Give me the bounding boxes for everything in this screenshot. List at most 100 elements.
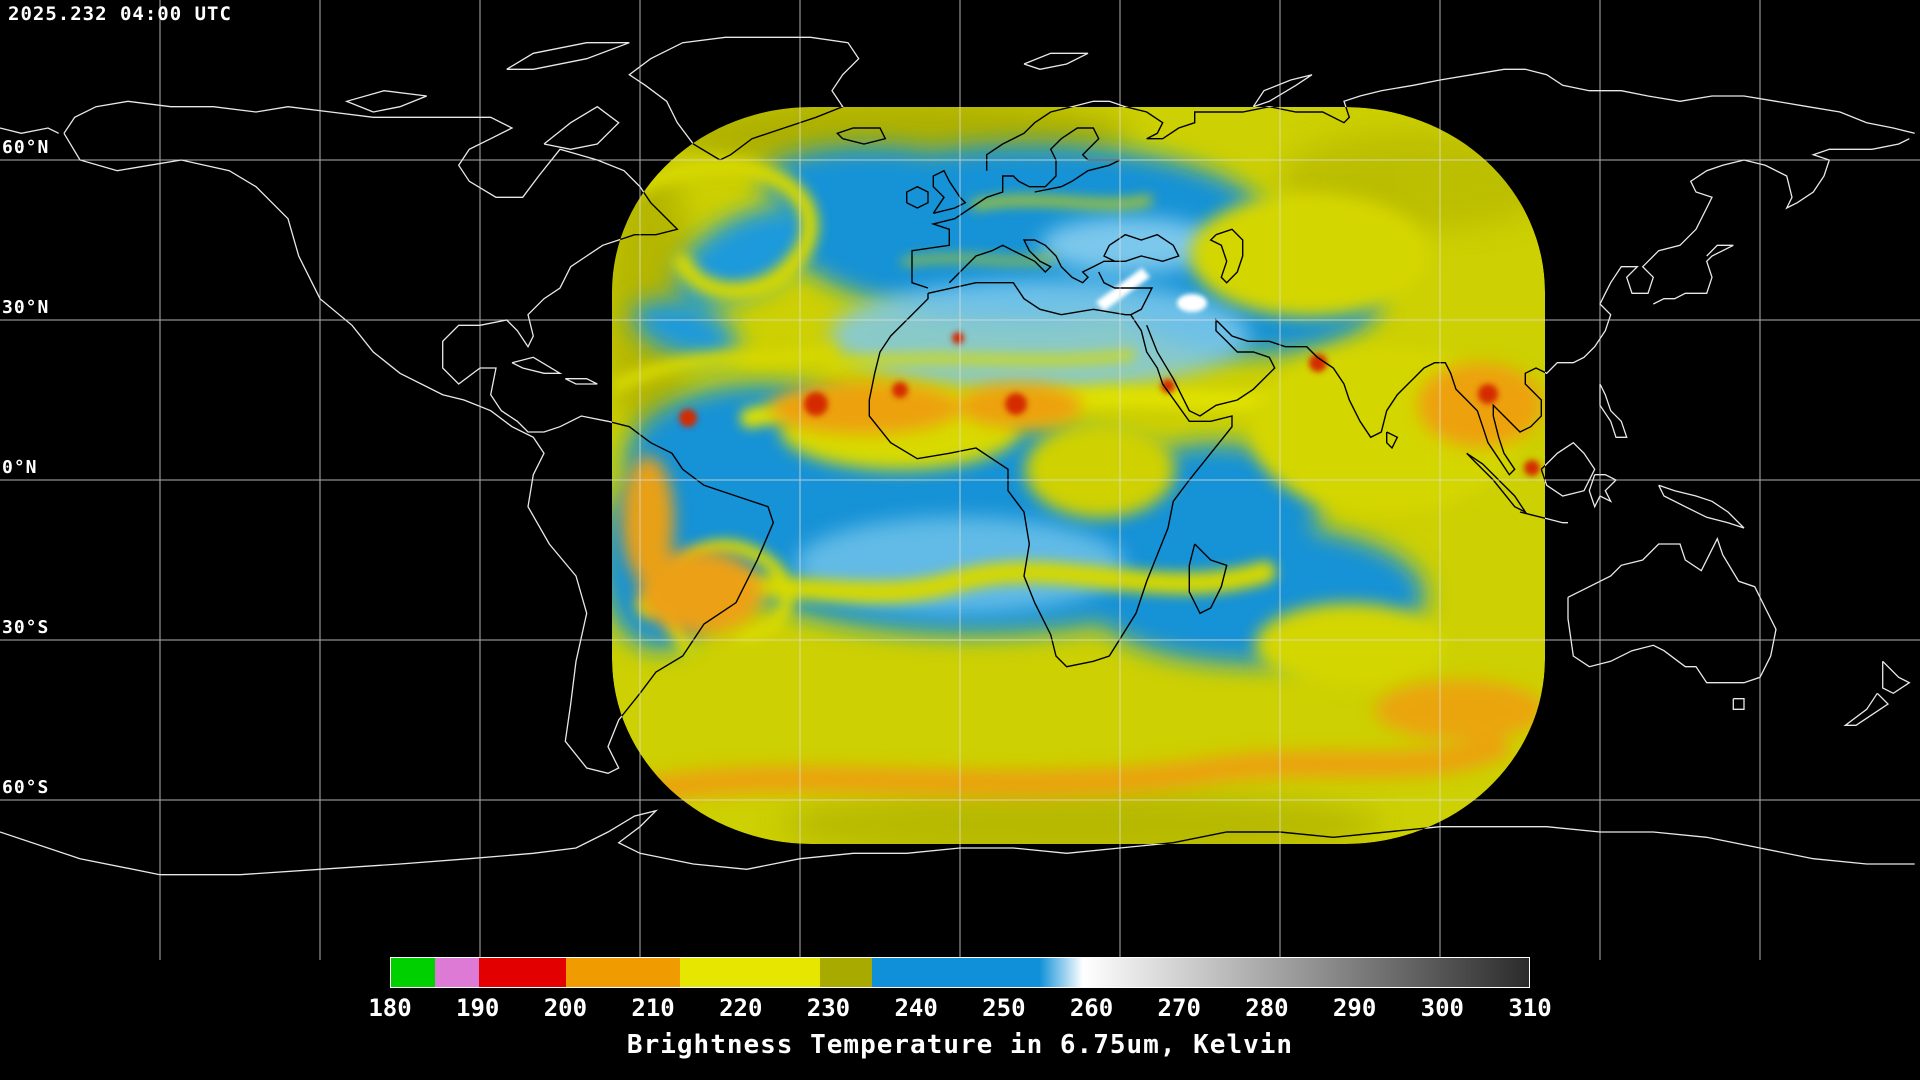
colorbar-tick: 190 xyxy=(456,994,500,1022)
coastline xyxy=(906,185,929,209)
satellite-data-texture xyxy=(901,254,1056,266)
coastline xyxy=(543,105,620,150)
colorbar-tick: 280 xyxy=(1245,994,1289,1022)
coastline xyxy=(506,42,630,70)
colorbar-tick: 240 xyxy=(894,994,938,1022)
satellite-data-texture xyxy=(679,332,1540,476)
satellite-data-texture xyxy=(1040,217,1220,273)
satellite-data-texture xyxy=(1005,393,1027,415)
colorbar-segment xyxy=(478,958,567,987)
satellite-data-texture xyxy=(1177,294,1207,312)
graticule-grid xyxy=(0,0,1920,960)
coastline xyxy=(628,107,860,161)
satellite-data-texture xyxy=(825,350,1135,370)
colorbar-segment xyxy=(819,958,873,987)
coastline xyxy=(344,90,427,113)
coastline xyxy=(868,282,1233,668)
timestamp: 2025.232 04:00 UTC xyxy=(8,3,232,25)
satellite-data-texture xyxy=(804,392,828,416)
colorbar-tick: 220 xyxy=(719,994,763,1022)
colorbar-tick: 210 xyxy=(631,994,675,1022)
coastline xyxy=(1098,271,1154,316)
coastline xyxy=(1209,228,1244,284)
colorbar-segment xyxy=(1038,958,1083,987)
satellite-data-texture xyxy=(1255,603,1445,687)
coastline xyxy=(1386,431,1399,450)
satellite-data-texture xyxy=(1375,680,1545,740)
coastline xyxy=(1519,511,1545,524)
colorbar-title: Brightness Temperature in 6.75um, Kelvin xyxy=(626,1030,1294,1060)
coastline xyxy=(1732,698,1745,710)
colorbar-tick-labels: 180 190 200 210 220 230 240 250 260 270 280 290 300 3… xyxy=(368,994,1551,1022)
satellite-data-texture xyxy=(1478,384,1498,404)
colorbar-tick: 300 xyxy=(1420,994,1464,1022)
coastline xyxy=(63,100,774,774)
coastline xyxy=(986,107,1545,171)
coastline xyxy=(1540,441,1596,497)
latitude-label: 30°S xyxy=(2,617,50,638)
colorbar-segment xyxy=(872,958,1039,987)
coastline xyxy=(0,809,1915,876)
satellite-data-texture xyxy=(892,382,908,398)
colorbar-tick: 290 xyxy=(1332,994,1377,1022)
coastline xyxy=(565,378,598,385)
colorbar-tick: 180 xyxy=(368,994,412,1022)
satellite-data-texture xyxy=(970,195,1153,210)
colorbar: 180 190 200 210 220 230 240 250 260 270 280 290 300 3… xyxy=(368,957,1552,1022)
latitude-label: 60°S xyxy=(2,777,50,798)
coastline xyxy=(1146,138,1545,476)
satellite-data-texture xyxy=(612,345,837,392)
coastline xyxy=(948,239,1115,284)
satellite-data-texture xyxy=(1418,363,1542,447)
coastline xyxy=(1466,452,1528,514)
satellite-data-disc xyxy=(612,107,1545,844)
latitude-label: 30°N xyxy=(2,297,50,318)
satellite-data-texture xyxy=(631,158,819,301)
coastline xyxy=(1882,660,1911,695)
coastline xyxy=(511,356,563,374)
satellite-data-texture xyxy=(1096,268,1150,311)
colorbar-segment xyxy=(434,958,479,987)
satellite-data-texture xyxy=(632,299,738,361)
satellite-data-texture xyxy=(679,409,697,427)
coastline xyxy=(1103,233,1180,263)
colorbar-tick: 310 xyxy=(1508,994,1552,1022)
colorbar-tick: 200 xyxy=(543,994,588,1022)
colorbar-segment xyxy=(391,958,435,987)
coastline xyxy=(0,127,59,134)
satellite-data-texture xyxy=(1190,193,1430,317)
coastline xyxy=(1567,537,1777,684)
latitude-label: 60°N xyxy=(2,137,50,158)
colorbar-segment xyxy=(679,958,820,987)
colorbar-tick: 260 xyxy=(1069,994,1114,1022)
coastlines-inside-disc xyxy=(612,107,1545,844)
coastline xyxy=(1658,484,1745,529)
coastline xyxy=(836,127,887,145)
coastline xyxy=(1588,474,1618,509)
coastline xyxy=(1252,74,1313,108)
satellite-data-texture xyxy=(780,789,1380,844)
satellite-data-texture xyxy=(622,456,674,584)
satellite-data-texture xyxy=(637,730,1512,805)
coastline xyxy=(1653,244,1734,305)
satellite-data-texture xyxy=(770,382,960,434)
coastline xyxy=(1599,383,1628,438)
colorbar-tick: 230 xyxy=(806,994,851,1022)
satellite-data-texture xyxy=(1309,354,1327,372)
satellite-data-texture xyxy=(1096,268,1207,312)
colorbar-tick: 250 xyxy=(982,994,1026,1022)
satellite-data-texture xyxy=(638,550,762,634)
colorbar-scale xyxy=(390,957,1530,988)
coastline xyxy=(1843,692,1890,726)
colorbar-tick: 270 xyxy=(1157,994,1201,1022)
latitude-label: 0°N xyxy=(2,457,38,478)
colorbar-segment xyxy=(1082,958,1529,987)
satellite-data-texture xyxy=(952,332,964,344)
colorbar-segment xyxy=(566,958,680,987)
satellite-data-texture xyxy=(1161,379,1175,393)
satellite-data-texture xyxy=(1524,460,1540,476)
coastline xyxy=(1188,543,1228,615)
satellite-data-texture xyxy=(760,146,980,214)
